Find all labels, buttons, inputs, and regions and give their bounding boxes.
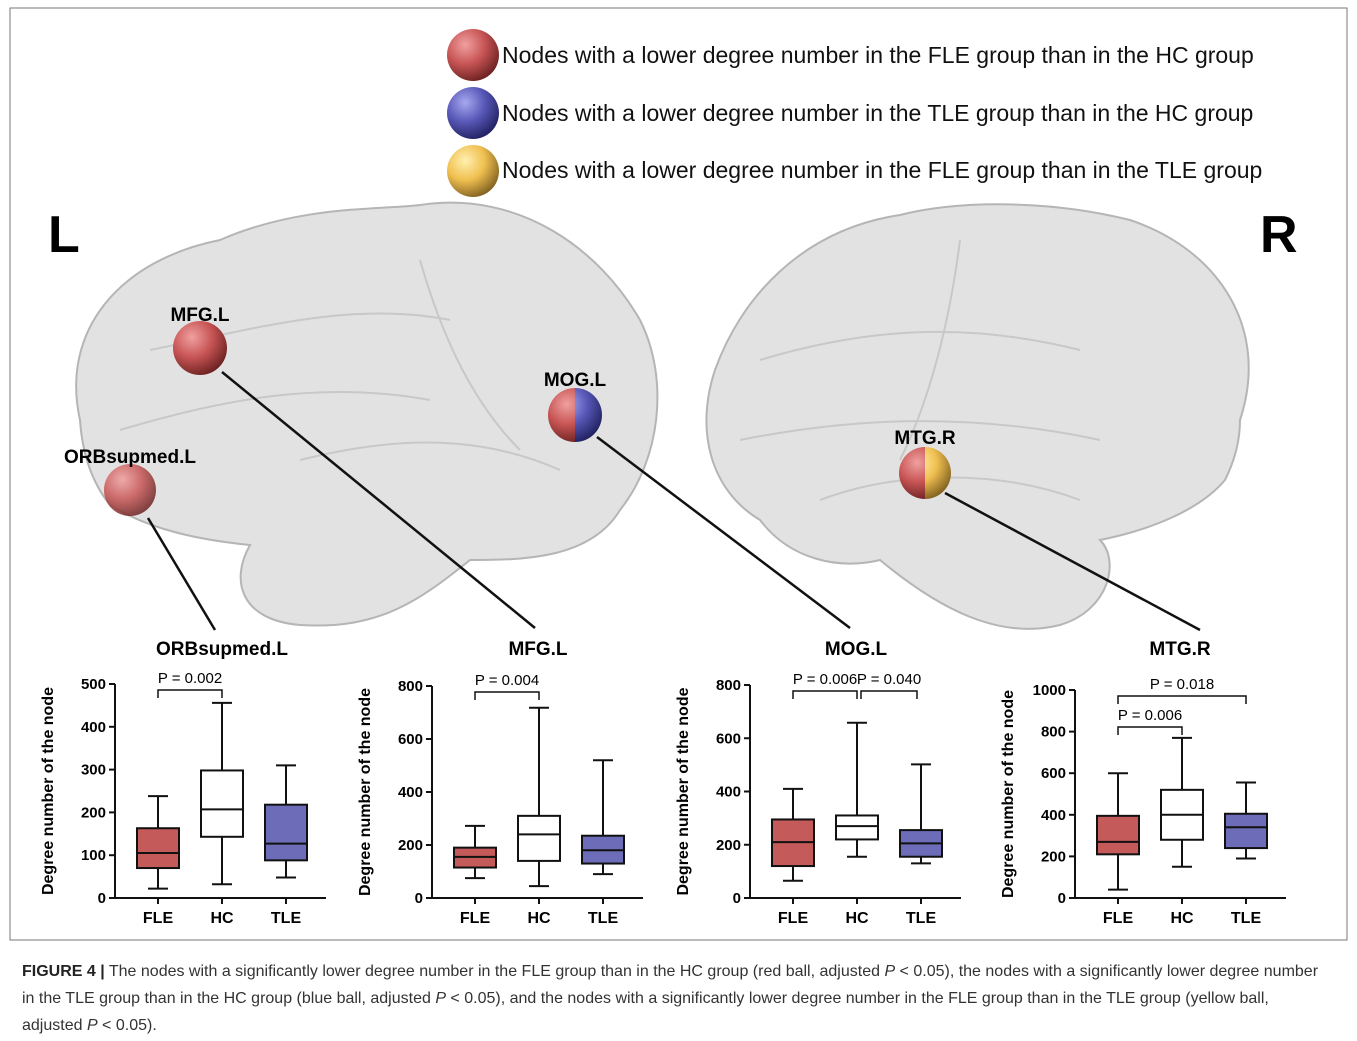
legend-text: Nodes with a lower degree number in the …	[502, 42, 1254, 68]
p-value: P = 0.004	[475, 672, 539, 689]
legend-ball-red	[447, 29, 499, 81]
y-tick-label: 800	[398, 678, 423, 695]
y-axis-title: Degree number of the node	[40, 687, 57, 895]
box	[835, 814, 879, 841]
y-tick-label: 0	[415, 890, 423, 907]
p-value: P = 0.040	[857, 671, 921, 688]
y-axis-title: Degree number of the node	[1000, 690, 1017, 898]
left-brain	[75, 201, 659, 627]
y-tick-label: 300	[81, 762, 106, 779]
y-tick-label: 800	[1041, 724, 1066, 741]
caption-text: < 0.05).	[97, 1017, 157, 1034]
y-tick-label: 600	[1041, 765, 1066, 782]
caption-text: P	[86, 1017, 98, 1034]
y-tick-label: 1000	[1033, 682, 1066, 699]
p-value: P = 0.002	[158, 670, 222, 687]
x-tick-label: FLE	[778, 910, 809, 927]
caption: FIGURE 4 | The nodes with a significantl…	[22, 958, 1322, 1039]
significance-bracket	[1117, 695, 1247, 704]
y-tick-label: 200	[398, 837, 423, 854]
y-tick-label: 500	[81, 676, 106, 693]
y-tick-label: 600	[716, 730, 741, 747]
y-tick-label: 200	[81, 804, 106, 821]
hemisphere-label: L	[48, 206, 80, 264]
node-label: ORBsupmed.L	[64, 447, 196, 468]
frame	[9, 7, 1348, 941]
caption-label: FIGURE 4 |	[22, 963, 105, 980]
hemisphere-label: R	[1260, 206, 1298, 264]
box	[1224, 812, 1268, 850]
p-value: P = 0.006	[1118, 707, 1182, 724]
figure-panel: Nodes with a lower degree number in the …	[9, 7, 1348, 941]
x-tick-label: TLE	[271, 910, 302, 927]
box	[264, 803, 308, 862]
y-tick-label: 400	[81, 719, 106, 736]
y-tick-label: 600	[398, 731, 423, 748]
x-tick-label: HC	[527, 910, 551, 927]
x-tick-label: TLE	[588, 910, 619, 927]
chart-title: ORBsupmed.L	[156, 639, 288, 660]
x-tick-label: TLE	[1231, 910, 1262, 927]
legend-text: Nodes with a lower degree number in the …	[502, 100, 1253, 126]
y-tick-label: 200	[716, 837, 741, 854]
y-tick-label: 800	[716, 677, 741, 694]
significance-bracket	[157, 689, 223, 698]
node-label: MOG.L	[544, 370, 607, 391]
caption-text: P	[435, 990, 446, 1007]
legend-ball-blue	[447, 87, 499, 139]
y-tick-label: 400	[1041, 807, 1066, 824]
connectors	[146, 371, 1201, 632]
legend-ball-yellow	[447, 145, 499, 197]
x-tick-label: FLE	[460, 910, 491, 927]
p-value: P = 0.018	[1150, 676, 1214, 693]
node-ball	[104, 464, 156, 516]
box	[200, 769, 244, 838]
y-tick-label: 200	[1041, 848, 1066, 865]
y-tick-label: 0	[1058, 890, 1066, 907]
chart-title: MOG.L	[825, 639, 888, 660]
significance-bracket	[860, 690, 918, 699]
x-tick-label: TLE	[906, 910, 937, 927]
x-tick-label: HC	[845, 910, 869, 927]
significance-bracket	[792, 690, 858, 699]
y-axis-title: Degree number of the node	[675, 687, 692, 895]
box	[136, 827, 180, 870]
node-ball-split	[548, 388, 602, 442]
x-tick-label: HC	[210, 910, 234, 927]
chart-title: MTG.R	[1149, 639, 1210, 660]
x-tick-label: FLE	[143, 910, 174, 927]
significance-bracket	[1117, 726, 1183, 735]
x-tick-label: HC	[1170, 910, 1194, 927]
node-label: MTG.R	[894, 428, 955, 449]
chart-title: MFG.L	[508, 639, 567, 660]
caption-text: < 0.05), the nodes with a significantly …	[22, 963, 1319, 1007]
right-brain	[705, 203, 1250, 630]
y-tick-label: 100	[81, 847, 106, 864]
legend-text: Nodes with a lower degree number in the …	[502, 157, 1262, 183]
y-tick-label: 0	[733, 890, 741, 907]
node-ball	[173, 321, 227, 375]
y-tick-label: 0	[98, 890, 106, 907]
y-axis-title: Degree number of the node	[357, 688, 374, 896]
node-ball-split	[899, 447, 951, 499]
y-tick-label: 400	[398, 784, 423, 801]
caption-text: P	[884, 963, 896, 980]
significance-bracket	[474, 691, 540, 700]
node-label: MFG.L	[170, 305, 229, 326]
x-tick-label: FLE	[1103, 910, 1134, 927]
box	[517, 814, 561, 862]
caption-text: < 0.05), and the nodes with a significan…	[22, 990, 1269, 1034]
p-value: P = 0.006	[793, 671, 857, 688]
caption-text: The nodes with a significantly lower deg…	[104, 963, 885, 980]
y-tick-label: 400	[716, 784, 741, 801]
box	[1096, 814, 1140, 856]
